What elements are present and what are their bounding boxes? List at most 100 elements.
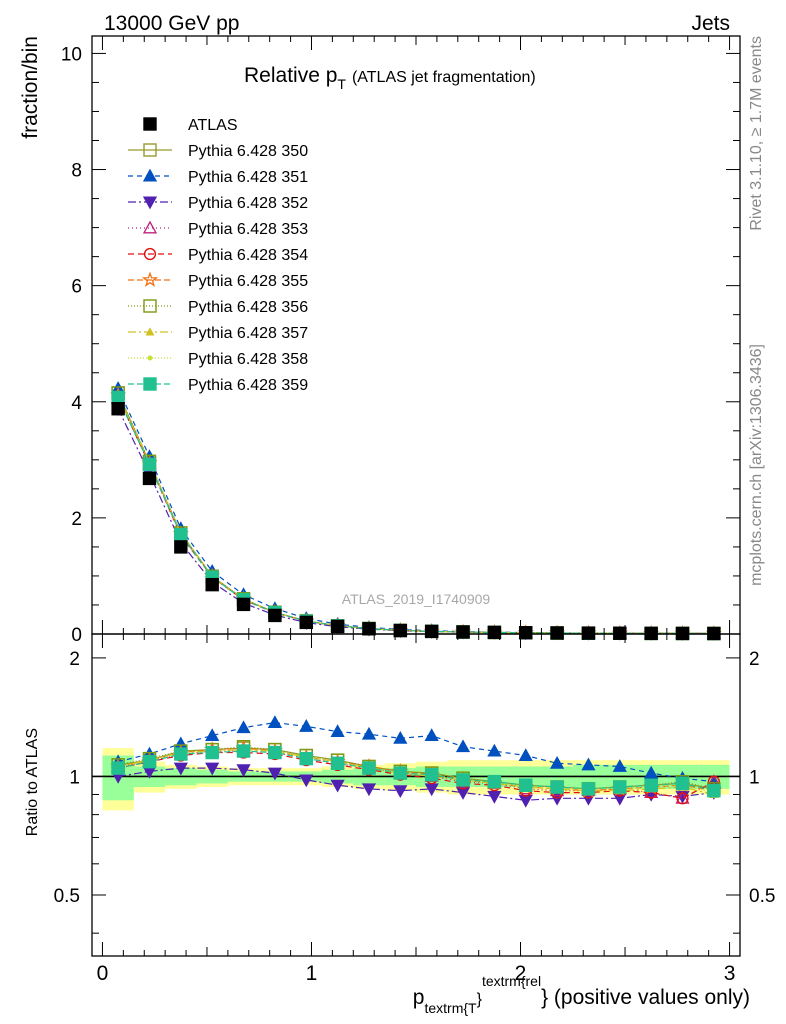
y-tick-label: 10 (61, 44, 82, 65)
data-point (424, 624, 439, 639)
ratio-series-line (118, 767, 714, 801)
header-energy-label: 13000 GeV pp (104, 12, 239, 35)
legend-marker (142, 196, 158, 210)
ratio-y-tick-label: 1 (69, 767, 80, 788)
legend-marker-data (143, 117, 157, 131)
ratio-series-point (299, 719, 314, 732)
main-plot-series (110, 381, 722, 641)
ratio-series-line (117, 721, 714, 783)
data-point (111, 402, 125, 416)
ratio-series-point (487, 790, 502, 804)
legend-label: Pythia 6.428 354 (188, 247, 308, 264)
legend-marker (142, 220, 158, 234)
ratio-y-tick-label-right: 0.5 (749, 886, 775, 907)
y-tick-label: 4 (71, 393, 82, 414)
ratio-series-point (612, 759, 627, 772)
legend-marker (145, 327, 155, 336)
ratio-series-point (267, 715, 283, 729)
main-series-point (142, 457, 157, 472)
ratio-series-point (111, 761, 125, 775)
data-point (487, 625, 502, 640)
ratio-plot-frame (91, 633, 741, 957)
data-point (393, 623, 408, 638)
header-process-label: Jets (691, 12, 730, 35)
x-tick-label: 0 (97, 962, 109, 985)
x-tick-label: 3 (724, 962, 736, 985)
ratio-series-point (487, 774, 502, 789)
data-point (456, 625, 470, 639)
ratio-series-point (676, 792, 689, 805)
ratio-series-point (518, 794, 533, 808)
mcplots-label: mcplots.cern.ch [arXiv:1306.3436] (748, 344, 765, 586)
ratio-series-point (205, 762, 220, 776)
x-axis-title-main: p (413, 986, 425, 1009)
axes: 0 1 2 3 0 2 4 6 8 10 0.5 0.5 1 1 2 2 (54, 35, 775, 985)
legend-label: Pythia 6.428 358 (188, 351, 308, 368)
legend-label-data: ATLAS (188, 117, 238, 134)
x-axis-title-sup: textrm{rel (482, 973, 541, 989)
legend-label: Pythia 6.428 352 (188, 195, 308, 212)
legend-label: Pythia 6.428 355 (188, 273, 308, 290)
legend-marker (143, 299, 157, 313)
ratio-series-point (424, 728, 439, 742)
legend-label: Pythia 6.428 356 (188, 299, 308, 316)
ratio-series-point (393, 730, 408, 744)
ratio-series-point (455, 787, 471, 800)
ratio-plot-series (110, 715, 722, 808)
main-series-point (111, 390, 125, 405)
x-tick-label: 2 (515, 962, 527, 985)
main-series-point (174, 528, 188, 542)
ratio-series-point (519, 778, 533, 792)
ratio-y-tick-label: 0.5 (54, 886, 80, 907)
ratio-series-point (675, 776, 690, 791)
ratio-series-point (174, 747, 188, 761)
ratio-y-tick-label-right: 1 (749, 767, 760, 788)
data-point (236, 597, 251, 612)
data-point (362, 622, 376, 636)
y-tick-label: 0 (71, 625, 82, 646)
ratio-series-point (205, 745, 219, 760)
ratio-series-point (518, 748, 533, 761)
x-axis-title-sub: textrm{T (424, 1000, 477, 1016)
ratio-y-tick-label: 2 (69, 649, 80, 670)
ratio-series-point (581, 782, 596, 796)
ratio-series-point (644, 765, 659, 779)
legend: ATLAS Pythia 6.428 350 Pythia 6.428 351 Pyt… (128, 117, 308, 394)
ratio-axis-title: Ratio to ATLAS (24, 728, 41, 836)
ratio-series-point (236, 764, 251, 778)
legend-label: Pythia 6.428 353 (188, 221, 308, 238)
legend-marker (143, 143, 157, 157)
data-point (581, 626, 596, 640)
ratio-series-point (330, 724, 345, 738)
x-tick-label: 1 (306, 962, 318, 985)
ratio-series-point (393, 785, 408, 799)
ratio-series-point (393, 766, 408, 780)
x-axis-title: ptextrm{T}textrm{rel} (positive values o… (413, 973, 750, 1016)
ratio-series-point (549, 755, 565, 769)
ratio-series-point (142, 755, 157, 769)
ratio-series-point (550, 780, 564, 794)
legend-label: Pythia 6.428 351 (188, 169, 308, 186)
ratio-series-point (268, 745, 282, 760)
analysis-watermark: ATLAS_2019_I1740909 (342, 591, 491, 607)
ratio-series-point (236, 744, 251, 758)
ratio-series-point (455, 739, 471, 753)
plot-title-main: Relative p (244, 64, 337, 87)
ratio-series-point (361, 783, 377, 797)
ratio-series-point (173, 762, 188, 776)
y-tick-label: 8 (71, 161, 82, 182)
plot-title: Relative pT (ATLAS jet fragmentation) (244, 64, 536, 92)
ratio-series-point (330, 779, 345, 793)
ratio-series-point (236, 720, 251, 734)
ratio-series-point (299, 774, 314, 788)
ratio-series-point (456, 773, 470, 787)
data-point (268, 608, 282, 623)
y-tick-label: 2 (71, 509, 82, 530)
data-point (205, 577, 219, 592)
plot-title-sub: T (337, 76, 346, 92)
ratio-y-tick-label-right: 2 (749, 649, 760, 670)
y-axis-title: fraction/bin (19, 36, 42, 139)
legend-marker (147, 355, 153, 361)
legend-marker (141, 271, 159, 287)
